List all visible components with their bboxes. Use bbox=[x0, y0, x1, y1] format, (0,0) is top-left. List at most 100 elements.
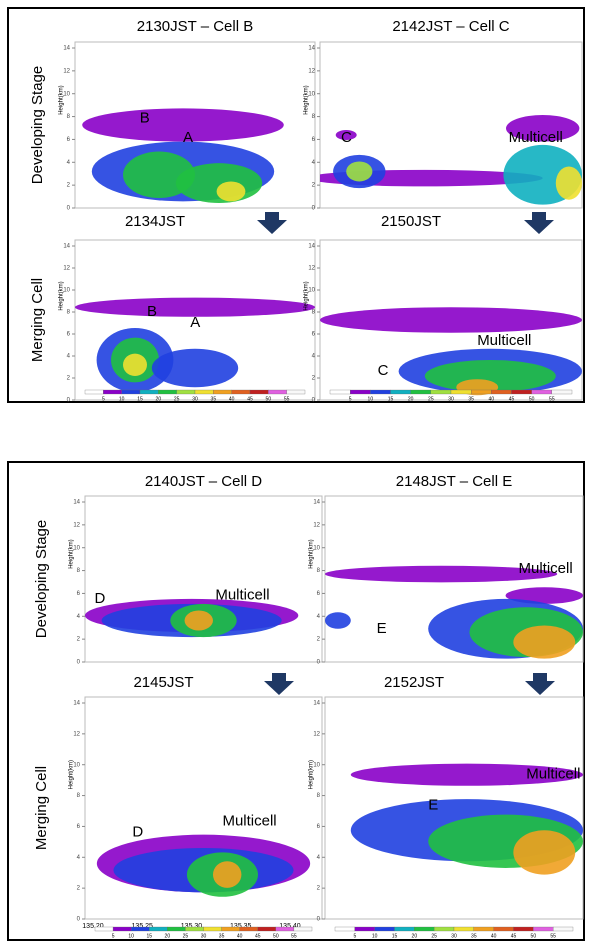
colorbar-label: 5 bbox=[353, 933, 356, 939]
y-tick-label: 4 bbox=[317, 614, 321, 620]
x-tick-label: 135.20 bbox=[82, 923, 104, 930]
y-tick-label: 8 bbox=[67, 114, 71, 120]
colorbar-label: 5 bbox=[102, 396, 105, 402]
colorbar-cell bbox=[131, 926, 150, 932]
figure-frame bbox=[7, 7, 585, 403]
panel-title: 2130JST – Cell B bbox=[137, 18, 253, 35]
panel-title: 2152JST bbox=[384, 674, 444, 691]
y-tick-label: 2 bbox=[317, 637, 321, 643]
colorbar-cell bbox=[249, 389, 269, 395]
colorbar-cell bbox=[511, 389, 532, 395]
colorbar-label: 25 bbox=[174, 396, 180, 402]
y-tick-label: 10 bbox=[308, 288, 315, 294]
x-tick-label: 135.30 bbox=[181, 923, 203, 930]
reflectivity-contour bbox=[424, 360, 556, 392]
arrow-icon bbox=[524, 212, 554, 234]
y-tick-label: 12 bbox=[63, 68, 70, 74]
y-tick-label: 2 bbox=[312, 183, 316, 189]
colorbar-label: 5 bbox=[112, 933, 115, 939]
y-tick-label: 14 bbox=[73, 500, 80, 506]
panel-title: 2148JST – Cell E bbox=[396, 473, 512, 490]
y-tick-label: 2 bbox=[67, 376, 71, 382]
colorbar-cell bbox=[268, 389, 287, 395]
contours bbox=[85, 598, 299, 638]
colorbar-label: 50 bbox=[273, 933, 279, 939]
annotation: E bbox=[428, 797, 438, 814]
y-tick-label: 6 bbox=[317, 591, 321, 597]
reflectivity-contour bbox=[513, 830, 576, 875]
y-tick-label: 6 bbox=[77, 824, 81, 830]
colorbar-label: 35 bbox=[219, 933, 225, 939]
colorbar-label: 25 bbox=[431, 933, 437, 939]
y-tick-label: 8 bbox=[317, 568, 321, 574]
panel-title: 2140JST – Cell D bbox=[145, 473, 262, 490]
colorbar-cell bbox=[185, 926, 204, 932]
reflectivity-contour bbox=[325, 565, 558, 583]
colorbar-label: 40 bbox=[489, 396, 495, 402]
y-tick-label: 10 bbox=[73, 545, 80, 551]
arrow-icon bbox=[257, 212, 287, 234]
y-tick-label: 0 bbox=[312, 398, 316, 404]
reflectivity-contour bbox=[212, 861, 242, 888]
y-tick-label: 14 bbox=[313, 701, 320, 707]
colorbar-label: 10 bbox=[368, 396, 374, 402]
colorbar-label: 50 bbox=[266, 396, 272, 402]
y-axis-label: Height(km) bbox=[69, 539, 75, 568]
colorbar-label: 55 bbox=[291, 933, 297, 939]
contours bbox=[320, 307, 582, 396]
y-tick-label: 8 bbox=[312, 310, 316, 316]
y-axis-label: Height(km) bbox=[304, 281, 310, 310]
y-axis-label: Height(km) bbox=[59, 85, 65, 114]
y-tick-label: 6 bbox=[67, 332, 71, 338]
reflectivity-contour bbox=[346, 161, 373, 182]
colorbar-cell bbox=[239, 926, 258, 932]
colorbar-cell bbox=[493, 926, 514, 932]
y-tick-label: 10 bbox=[308, 91, 315, 97]
arrow-icon bbox=[525, 673, 555, 695]
y-tick-label: 8 bbox=[77, 568, 81, 574]
colorbar-label: 50 bbox=[531, 933, 537, 939]
reflectivity-contour bbox=[350, 763, 583, 786]
colorbar-cell bbox=[275, 926, 295, 932]
colorbar-label: 15 bbox=[137, 396, 143, 402]
colorbar-cell bbox=[329, 389, 351, 395]
colorbar-cell bbox=[551, 389, 573, 395]
colorbar-cell bbox=[158, 389, 177, 395]
colorbar-label: 10 bbox=[372, 933, 378, 939]
colorbar-label: 55 bbox=[284, 396, 290, 402]
colorbar-label: 5 bbox=[349, 396, 352, 402]
contours bbox=[325, 565, 583, 659]
y-axis-label: Height(km) bbox=[69, 760, 75, 789]
y-tick-label: 8 bbox=[77, 793, 81, 799]
y-tick-label: 12 bbox=[313, 731, 320, 737]
colorbar-label: 20 bbox=[156, 396, 162, 402]
reflectivity-contour bbox=[216, 181, 246, 202]
reflectivity-contour bbox=[184, 610, 213, 631]
colorbar-cell bbox=[394, 926, 415, 932]
y-tick-label: 6 bbox=[77, 591, 81, 597]
annotation: B bbox=[140, 109, 150, 126]
y-tick-label: 14 bbox=[63, 244, 70, 250]
colorbar-cell bbox=[286, 389, 306, 395]
colorbar-cell bbox=[293, 926, 313, 932]
y-tick-label: 2 bbox=[67, 183, 71, 189]
annotation: B bbox=[147, 303, 157, 320]
y-tick-label: 4 bbox=[312, 354, 316, 360]
colorbar-label: 40 bbox=[491, 933, 497, 939]
colorbar-label: 35 bbox=[468, 396, 474, 402]
y-tick-label: 4 bbox=[77, 855, 81, 861]
y-tick-label: 8 bbox=[317, 793, 321, 799]
colorbar-cell bbox=[84, 389, 104, 395]
colorbar-label: 20 bbox=[408, 396, 414, 402]
y-tick-label: 14 bbox=[313, 500, 320, 506]
y-tick-label: 12 bbox=[313, 522, 320, 528]
reflectivity-contour bbox=[75, 297, 315, 317]
colorbar-cell bbox=[370, 389, 391, 395]
y-tick-label: 8 bbox=[312, 114, 316, 120]
reflectivity-contour bbox=[555, 166, 582, 200]
y-tick-label: 12 bbox=[73, 522, 80, 528]
panel-title: 2150JST bbox=[381, 213, 441, 230]
colorbar-label: 40 bbox=[229, 396, 235, 402]
colorbar-cell bbox=[176, 389, 196, 395]
